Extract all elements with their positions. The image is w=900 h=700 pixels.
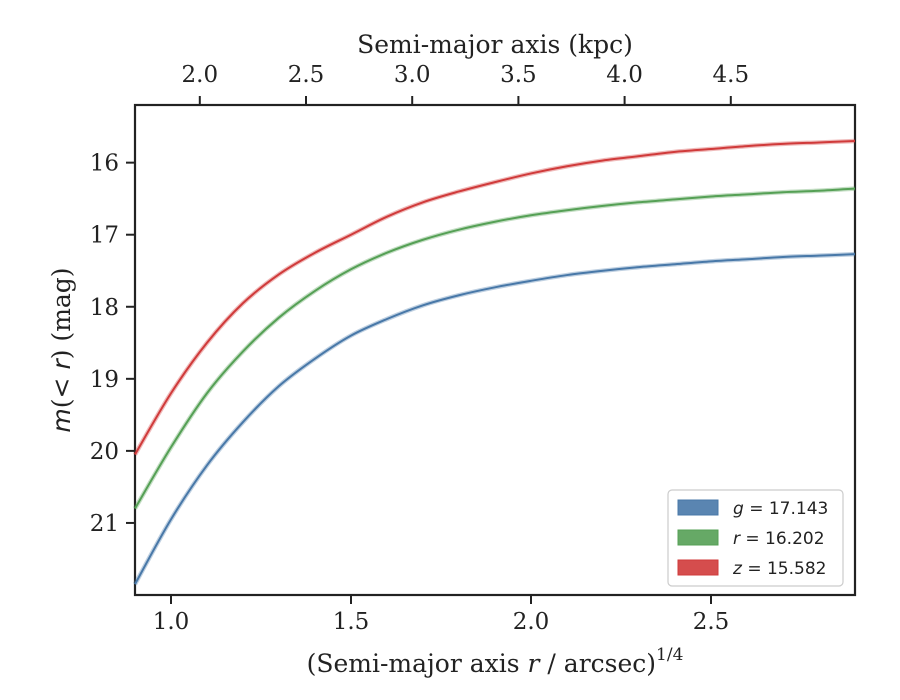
x-axis-title-sup: 1/4 (656, 645, 683, 665)
top-x-ticks: 2.0 2.5 3.0 3.5 4.0 4.5 (182, 62, 750, 105)
y-tick-label: 19 (90, 367, 119, 393)
top-x-tick-label: 4.0 (606, 62, 643, 88)
x-axis-title: (Semi-major axis r / arcsec)1/4 (307, 645, 684, 678)
bottom-x-ticks: 1.0 1.5 2.0 2.5 (153, 595, 730, 635)
series-line-r (134, 187, 856, 510)
left-y-ticks: 16 17 18 19 20 21 (90, 151, 135, 537)
x-tick-label: 1.0 (153, 609, 190, 635)
x-tick-label: 1.5 (333, 609, 370, 635)
top-x-tick-label: 3.5 (500, 62, 537, 88)
y-tick-label: 18 (90, 295, 119, 321)
series-layer (133, 138, 856, 586)
legend-swatch-r (677, 529, 719, 546)
legend-var-g: g (733, 499, 744, 519)
x-axis-title-prefix: (Semi-major axis (307, 649, 528, 678)
top-x-tick-label: 2.5 (288, 62, 325, 88)
legend-var-r: r (733, 529, 741, 549)
legend-value-r: = 16.202 (740, 529, 825, 549)
y-axis-title-suffix: ) (mag) (47, 267, 76, 359)
y-tick-label: 21 (90, 511, 119, 537)
legend-label-g: g = 17.143 (733, 499, 828, 519)
y-axis-title-mid: (< (47, 370, 76, 409)
top-x-tick-label: 2.0 (182, 62, 219, 88)
y-axis-title: m(< r) (mag) (47, 267, 76, 432)
legend-swatch-z (677, 559, 719, 576)
y-tick-label: 17 (90, 223, 119, 249)
top-axis-title: Semi-major axis (kpc) (357, 30, 633, 59)
legend-value-z: = 15.582 (742, 559, 827, 579)
y-axis-title-var: r (47, 358, 76, 370)
x-axis-title-var: r (528, 649, 542, 678)
legend-swatch-g (677, 499, 719, 516)
top-x-tick-label: 3.0 (394, 62, 431, 88)
top-x-tick-label: 4.5 (713, 62, 750, 88)
legend-label-r: r = 16.202 (733, 529, 825, 549)
legend-value-g: = 17.143 (744, 499, 829, 519)
y-axis-title-m: m (47, 408, 76, 432)
x-tick-label: 2.5 (693, 609, 730, 635)
y-tick-label: 16 (90, 151, 119, 177)
series-line-g (134, 253, 856, 585)
legend: g = 17.143 r = 16.202 z = 15.582 (667, 489, 844, 587)
x-tick-label: 2.0 (513, 609, 550, 635)
legend-label-z: z = 15.582 (732, 559, 826, 579)
y-tick-label: 20 (90, 439, 119, 465)
x-axis-title-suffix: / arcsec) (539, 649, 656, 678)
series-line-z (134, 140, 856, 455)
legend-var-z: z (732, 559, 743, 579)
